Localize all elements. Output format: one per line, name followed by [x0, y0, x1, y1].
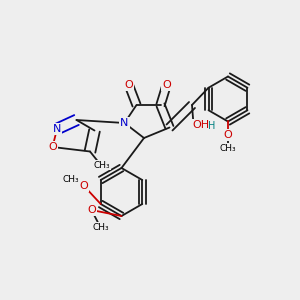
- Text: O: O: [124, 80, 134, 91]
- Text: O: O: [87, 205, 96, 215]
- Text: O: O: [80, 181, 88, 191]
- Text: OH: OH: [192, 119, 210, 130]
- Text: N: N: [53, 124, 61, 134]
- Text: H: H: [208, 121, 215, 131]
- Text: CH₃: CH₃: [62, 176, 79, 184]
- Text: CH₃: CH₃: [220, 144, 236, 153]
- Text: CH₃: CH₃: [92, 223, 109, 232]
- Text: CH₃: CH₃: [94, 160, 110, 169]
- Text: N: N: [120, 118, 129, 128]
- Text: O: O: [162, 80, 171, 91]
- Text: O: O: [48, 142, 57, 152]
- Text: O: O: [224, 130, 232, 140]
